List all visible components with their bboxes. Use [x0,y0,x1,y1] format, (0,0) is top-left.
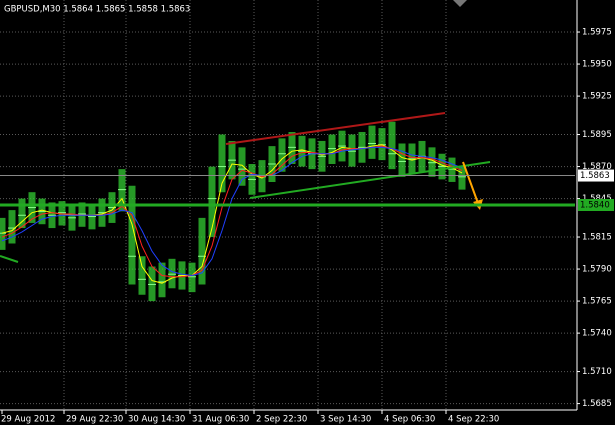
level-label: 1.5840 [580,201,610,211]
chart-title: GBPUSD,M30 1.5864 1.5865 1.5858 1.5863 [4,5,190,15]
arrow [462,161,480,207]
x-tick-label: 30 Aug 14:30 [128,415,185,425]
x-tick-label: 29 Aug 22:30 [66,415,123,425]
y-tick-label: 1.5740 [582,329,612,339]
level-label-box [578,199,614,211]
x-tick-label: 31 Aug 06:30 [192,415,249,425]
channel-bottom [249,161,491,199]
x-tick-label: 29 Aug 2012 [1,415,55,425]
plot [0,121,466,302]
price-label-box [578,169,614,182]
y-tick-label: 1.5790 [582,265,612,275]
y-tick-label: 1.5685 [582,399,612,409]
y-tick-label: 1.5710 [582,367,612,377]
y-tick-label: 1.5975 [582,28,612,38]
y-tick-label: 1.5815 [582,233,612,243]
x-tick-label: 4 Sep 22:30 [448,415,499,425]
y-tick-label: 1.5870 [582,162,612,172]
x-tick-label: 4 Sep 06:30 [384,415,435,425]
x-tick-label: 2 Sep 22:30 [256,415,307,425]
x-tick-label: 3 Sep 14:30 [320,415,371,425]
price-label: 1.5863 [580,171,610,181]
shift-marker [453,0,467,7]
y-tick-label: 1.5950 [582,60,612,70]
y-tick-label: 1.5765 [582,297,612,307]
channel-top [225,112,446,145]
trend-line [0,255,19,263]
y-tick-label: 1.5895 [582,130,612,140]
y-tick-label: 1.5925 [582,92,612,102]
moving-average [1,146,463,276]
